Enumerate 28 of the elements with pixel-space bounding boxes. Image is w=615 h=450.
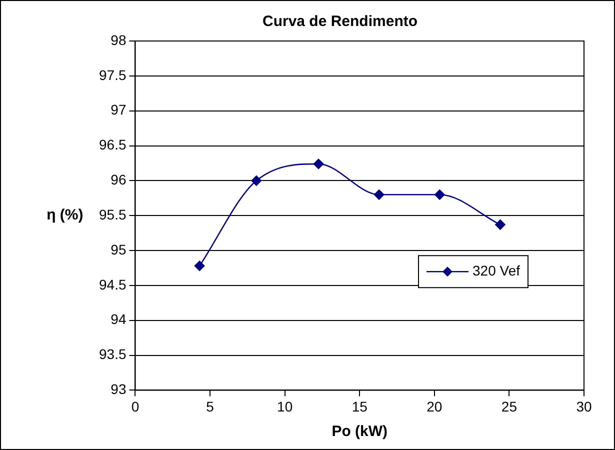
y-tick-label: 93 (110, 381, 126, 398)
point (194, 260, 205, 272)
x-tick-label: 0 (131, 398, 140, 414)
point (495, 220, 506, 230)
chart-title: Curva de Rendimento (262, 13, 418, 30)
y-tick-label: 96 (110, 172, 126, 188)
y-tick-label: 93.5 (99, 346, 126, 362)
x-tick-label: 15 (352, 398, 368, 414)
x-axis-title: Po (kW) (332, 423, 388, 440)
x-tick-label: 5 (206, 398, 214, 414)
y-tick-label: 97 (110, 102, 126, 118)
y-tick-label: 98 (110, 32, 126, 48)
point (313, 158, 324, 170)
legend-label: 320 Vef (472, 262, 520, 278)
y-axis-title: η (%) (46, 206, 84, 224)
y-tick-label: 96.5 (99, 136, 126, 153)
x-tick-label: 20 (426, 398, 442, 414)
x-tick-label: 10 (277, 398, 293, 414)
point (374, 190, 384, 200)
y-tick-label: 95 (110, 241, 126, 258)
point (251, 176, 262, 186)
x-tick-label: 25 (501, 398, 518, 414)
y-tick-label: 94 (110, 311, 126, 328)
point (434, 190, 445, 200)
y-tick-label: 97.5 (99, 66, 126, 83)
y-tick-label: 94.5 (99, 276, 126, 292)
x-tick-label: 30 (576, 398, 592, 414)
y-tick-label: 95.5 (99, 206, 126, 222)
